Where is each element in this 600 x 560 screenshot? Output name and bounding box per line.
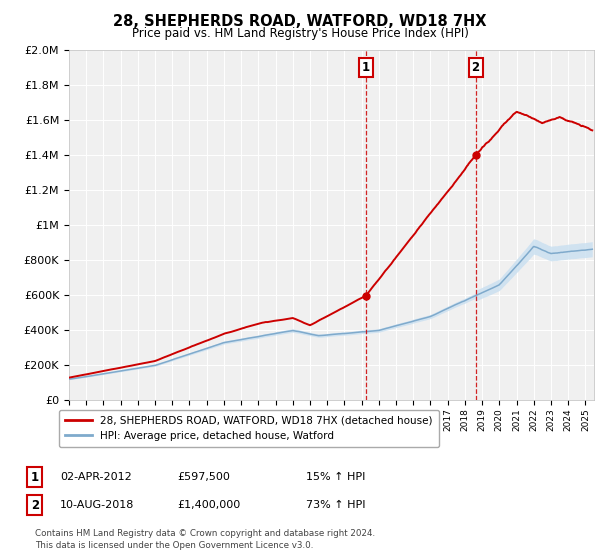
Text: 73% ↑ HPI: 73% ↑ HPI: [306, 500, 365, 510]
Point: [471, 151, 481, 160]
Text: Price paid vs. HM Land Registry's House Price Index (HPI): Price paid vs. HM Land Registry's House …: [131, 27, 469, 40]
Legend: 28, SHEPHERDS ROAD, WATFORD, WD18 7HX (detached house), HPI: Average price, deta: 28, SHEPHERDS ROAD, WATFORD, WD18 7HX (d…: [59, 409, 439, 447]
Text: £597,500: £597,500: [177, 472, 230, 482]
Text: £1,400,000: £1,400,000: [177, 500, 240, 510]
Point: [361, 291, 371, 300]
Text: 2: 2: [472, 62, 479, 74]
Text: This data is licensed under the Open Government Licence v3.0.: This data is licensed under the Open Gov…: [35, 541, 313, 550]
Text: 28, SHEPHERDS ROAD, WATFORD, WD18 7HX: 28, SHEPHERDS ROAD, WATFORD, WD18 7HX: [113, 14, 487, 29]
Text: 10-AUG-2018: 10-AUG-2018: [60, 500, 134, 510]
Text: 15% ↑ HPI: 15% ↑ HPI: [306, 472, 365, 482]
Text: 2: 2: [31, 498, 39, 512]
Text: Contains HM Land Registry data © Crown copyright and database right 2024.: Contains HM Land Registry data © Crown c…: [35, 529, 375, 538]
Text: 1: 1: [362, 62, 370, 74]
Text: 02-APR-2012: 02-APR-2012: [60, 472, 132, 482]
Text: 1: 1: [31, 470, 39, 484]
